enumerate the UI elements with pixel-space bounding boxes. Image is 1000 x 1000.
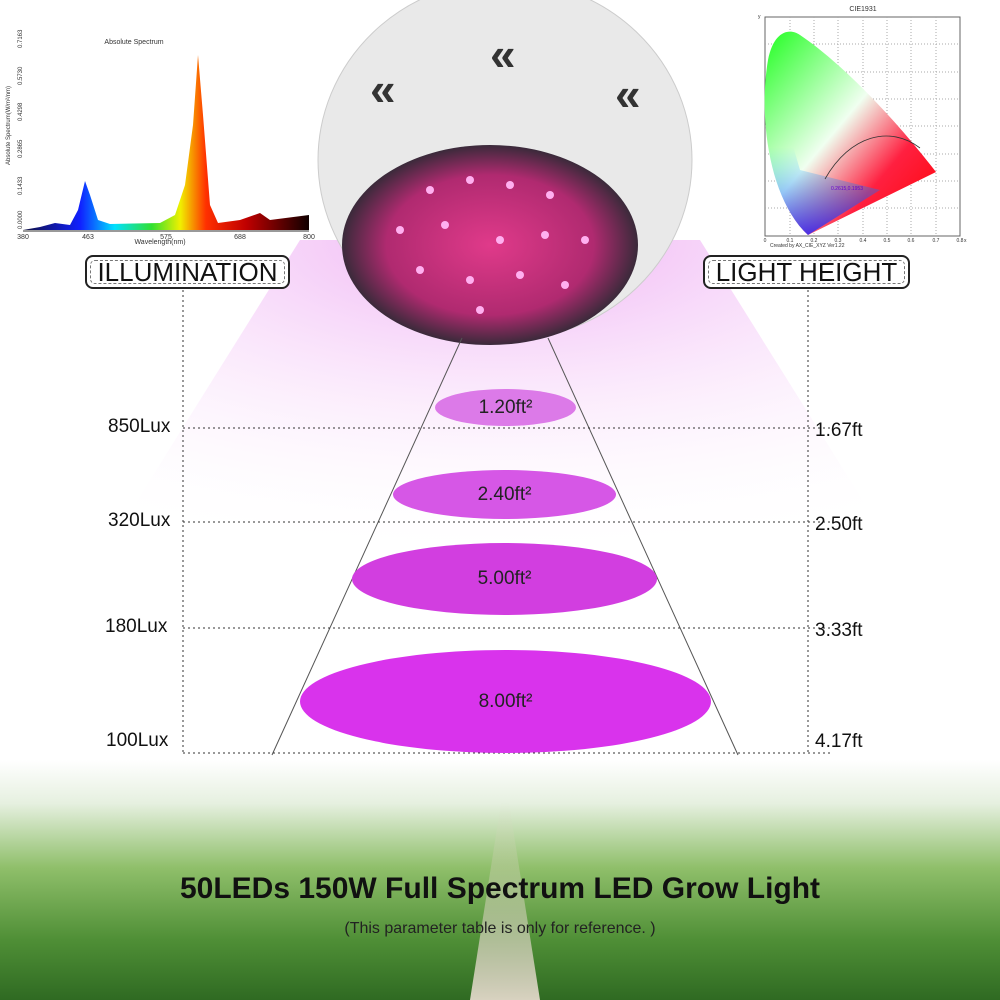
vent-icon: « [490,28,516,80]
vent-icon: « [615,68,641,120]
illumination-label: ILLUMINATION [85,255,290,289]
cie-credit: Created by AX_CIE_XYZ Ver1.22 [770,243,845,249]
cie-ylabel: y [758,14,761,20]
cie-tick: 0.8 [957,238,964,244]
lux-value: 850Lux [108,416,171,437]
planckian-locus [824,135,921,180]
lux-value: 100Lux [106,730,169,751]
cie-tick: 0.5 [884,238,891,244]
cie-tick: 0 [764,238,767,244]
cie-tick: 0.3 [835,238,842,244]
spectrum-title: Absolute Spectrum [104,39,163,46]
lux-value: 180Lux [105,616,168,637]
lux-value: 320Lux [108,510,171,531]
led-panel [342,145,638,345]
y-tick: 0.5730 [18,66,24,85]
height-value: 1.67ft [815,420,863,441]
x-tick: 380 [17,234,29,241]
y-tick: 0.0000 [18,210,24,229]
x-tick: 688 [234,234,246,241]
cie-point-label: 0.2615,0.1953 [831,186,863,192]
cie-tick: 0.2 [811,238,818,244]
x-tick: 800 [303,234,315,241]
coverage-area-2: 2.40ft² [393,470,616,519]
cie-xlabel: x [964,238,967,244]
cie-chart: CIE1931 0.2615,0.1953 Created by AX_CIE_… [758,6,967,249]
height-value: 2.50ft [815,514,863,535]
y-tick: 0.7163 [18,29,24,48]
vent-icon: « [370,63,396,115]
y-tick: 0.2865 [18,139,24,158]
cie-tick: 0.6 [908,238,915,244]
reference-note: (This parameter table is only for refere… [344,920,656,937]
x-tick: 575 [160,234,172,241]
beam-edge [547,337,739,756]
height-value: 4.17ft [815,731,863,752]
height-value: 3.33ft [815,620,863,641]
cie-title: CIE1931 [849,6,876,13]
y-tick: 0.1433 [18,176,24,195]
spectrum-xlabel: Wavelength(nm) [134,239,185,246]
led-dots [396,176,589,314]
spectrum-chart: Absolute Spectrum Wavelength(nm) Absolut… [6,29,315,246]
spectrum-ylabel: Absolute Spectrum(W/m²/nm) [6,86,12,165]
cie-tick: 0.1 [787,238,794,244]
coverage-area-1: 1.20ft² [435,389,576,426]
light-height-label: LIGHT HEIGHT [703,255,910,289]
cie-tick: 0.4 [860,238,867,244]
coverage-area-3: 5.00ft² [352,543,657,615]
beam-edge [271,337,463,756]
x-tick: 463 [82,234,94,241]
product-title: 50LEDs 150W Full Spectrum LED Grow Light [179,872,821,905]
cie-tick: 0.7 [933,238,940,244]
coverage-area-4: 8.00ft² [300,650,711,753]
y-tick: 0.4298 [18,102,24,121]
